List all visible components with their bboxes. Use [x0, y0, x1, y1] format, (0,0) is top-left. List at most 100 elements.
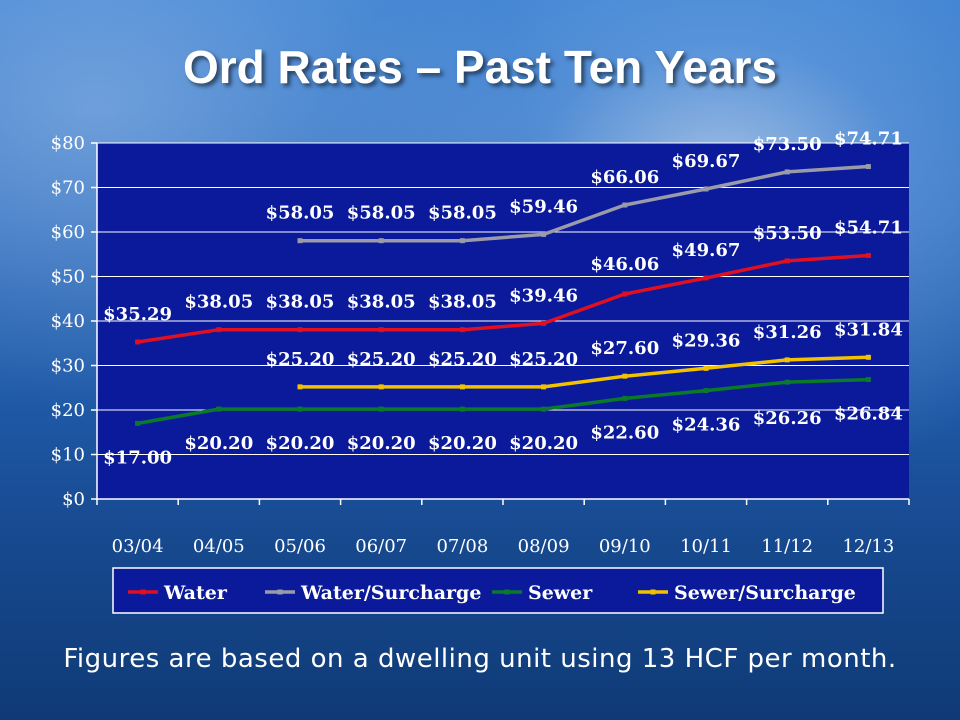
data-point: [784, 258, 790, 264]
x-tick-label: 10/11: [680, 536, 732, 557]
data-label: $58.05: [347, 203, 416, 224]
x-tick-label: 06/07: [355, 536, 407, 557]
x-tick-label: 03/04: [112, 536, 164, 557]
data-point: [297, 238, 303, 244]
data-point: [865, 253, 871, 259]
data-label: $53.50: [753, 223, 822, 244]
data-label: $25.20: [428, 349, 497, 370]
data-label: $24.36: [672, 415, 741, 436]
data-point: [459, 238, 465, 244]
series-line-3: [300, 355, 869, 389]
gridlines: [97, 142, 909, 455]
legend-label: Water/Surcharge: [300, 582, 481, 604]
legend-marker: [140, 589, 146, 595]
data-point: [378, 327, 384, 333]
y-axis-ticks: $0 $10 $20 $30 $40 $50 $60 $70 $80: [51, 133, 97, 510]
data-point: [297, 384, 303, 390]
data-labels: $35.29 $38.05 $38.05 $38.05 $38.05 $39.46 $46.…: [103, 129, 903, 469]
data-label: $20.20: [184, 433, 253, 454]
legend-label: Water: [163, 582, 228, 604]
data-point: [622, 202, 628, 208]
data-point: [459, 327, 465, 333]
data-label: $38.05: [266, 292, 335, 313]
legend-label: Sewer: [528, 582, 593, 604]
data-point: [865, 354, 871, 360]
data-point: [297, 406, 303, 412]
y-tick-label: $80: [51, 133, 85, 154]
data-point: [135, 420, 141, 426]
data-point: [622, 291, 628, 297]
y-tick-label: $60: [51, 222, 85, 243]
data-label: $29.36: [672, 330, 741, 351]
data-label: $20.20: [428, 433, 497, 454]
x-tick-label: 05/06: [274, 536, 326, 557]
data-label: $49.67: [672, 240, 741, 261]
legend-marker: [504, 589, 510, 595]
data-label: $66.06: [590, 167, 659, 188]
y-tick-label: $20: [51, 400, 85, 421]
data-label: $20.20: [509, 433, 578, 454]
data-point: [135, 339, 141, 345]
data-label: $58.05: [428, 203, 497, 224]
data-label: $31.84: [834, 319, 903, 340]
data-point: [865, 377, 871, 383]
x-axis-ticks: 03/04 04/05 05/06 06/07 07/08 08/09 09/10 10/11…: [96, 499, 910, 557]
data-point: [784, 357, 790, 363]
data-label: $25.20: [509, 349, 578, 370]
data-label: $69.67: [672, 151, 741, 172]
data-label: $20.20: [266, 433, 335, 454]
data-label: $17.00: [103, 447, 172, 468]
data-label: $38.05: [428, 292, 497, 313]
data-point: [703, 365, 709, 371]
data-point: [541, 320, 547, 326]
data-point: [297, 327, 303, 333]
data-label: $38.05: [347, 292, 416, 313]
data-label: $31.26: [753, 322, 822, 343]
x-tick-label: 07/08: [436, 536, 488, 557]
data-point: [216, 406, 222, 412]
y-tick-label: $30: [51, 356, 85, 377]
data-point: [622, 395, 628, 401]
data-point: [784, 169, 790, 175]
data-label: $46.06: [590, 254, 659, 275]
data-label: $25.20: [347, 349, 416, 370]
data-label: $58.05: [266, 203, 335, 224]
data-label: $38.05: [184, 292, 253, 313]
data-label: $73.50: [753, 134, 822, 155]
data-label: $54.71: [834, 218, 903, 239]
series-line-0: [137, 253, 869, 344]
y-tick-label: $50: [51, 267, 85, 288]
y-tick-label: $40: [51, 311, 85, 332]
data-label: $25.20: [266, 349, 335, 370]
data-point: [703, 186, 709, 192]
data-point: [703, 388, 709, 394]
series-lines: [135, 164, 871, 426]
data-point: [622, 373, 628, 379]
data-point: [541, 384, 547, 390]
data-label: $59.46: [509, 196, 578, 217]
y-tick-label: $70: [51, 178, 85, 199]
data-point: [703, 275, 709, 281]
footnote: Figures are based on a dwelling unit usi…: [63, 644, 897, 674]
y-tick-label: $10: [51, 445, 85, 466]
slide-title: Ord Rates – Past Ten Years: [182, 41, 778, 93]
y-tick-label: $0: [62, 489, 85, 510]
data-label: $26.84: [834, 404, 903, 425]
data-point: [378, 238, 384, 244]
data-point: [459, 384, 465, 390]
data-label: $27.60: [590, 338, 659, 359]
legend-marker: [650, 589, 656, 595]
data-label: $35.29: [103, 304, 172, 325]
data-point: [378, 384, 384, 390]
data-point: [541, 231, 547, 237]
series-line-1: [300, 164, 869, 243]
data-label: $22.60: [590, 422, 659, 443]
data-label: $39.46: [509, 285, 578, 306]
x-tick-label: 12/13: [842, 536, 894, 557]
data-point: [378, 406, 384, 412]
data-point: [784, 379, 790, 385]
legend-marker: [277, 589, 283, 595]
legend: Water Water/Surcharge Sewer Sewer/Surcharge: [112, 567, 884, 614]
x-tick-label: 11/12: [761, 536, 813, 557]
